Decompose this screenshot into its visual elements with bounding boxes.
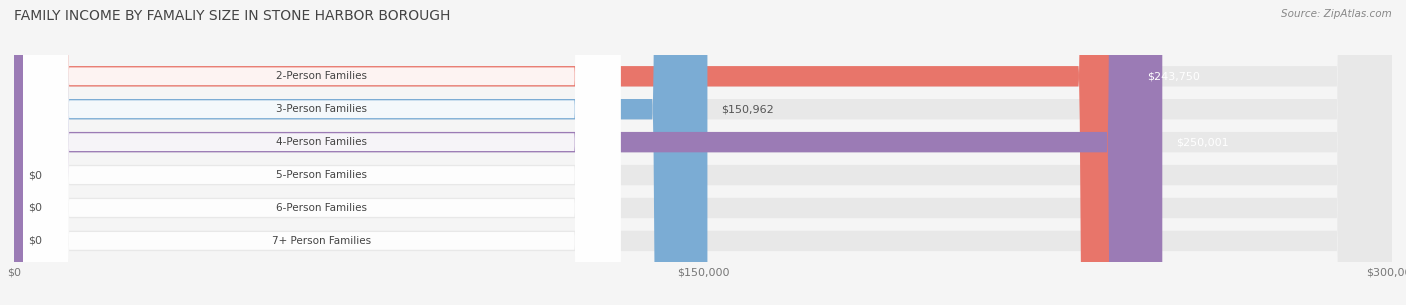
Text: $250,001: $250,001 <box>1175 137 1229 147</box>
Text: $0: $0 <box>28 236 42 246</box>
FancyBboxPatch shape <box>24 0 620 305</box>
Text: 4-Person Families: 4-Person Families <box>277 137 367 147</box>
FancyBboxPatch shape <box>14 0 707 305</box>
FancyBboxPatch shape <box>14 0 1392 305</box>
Text: 7+ Person Families: 7+ Person Families <box>273 236 371 246</box>
Text: FAMILY INCOME BY FAMALIY SIZE IN STONE HARBOR BOROUGH: FAMILY INCOME BY FAMALIY SIZE IN STONE H… <box>14 9 450 23</box>
FancyBboxPatch shape <box>14 0 1133 305</box>
FancyBboxPatch shape <box>24 0 620 305</box>
FancyBboxPatch shape <box>24 0 620 305</box>
FancyBboxPatch shape <box>24 0 620 305</box>
FancyBboxPatch shape <box>14 0 1163 305</box>
Text: 5-Person Families: 5-Person Families <box>277 170 367 180</box>
FancyBboxPatch shape <box>14 0 1392 305</box>
Text: $243,750: $243,750 <box>1147 71 1201 81</box>
FancyBboxPatch shape <box>14 0 1392 305</box>
FancyBboxPatch shape <box>24 0 620 305</box>
Text: 6-Person Families: 6-Person Families <box>277 203 367 213</box>
Text: $0: $0 <box>28 203 42 213</box>
Text: Source: ZipAtlas.com: Source: ZipAtlas.com <box>1281 9 1392 19</box>
FancyBboxPatch shape <box>14 0 1392 305</box>
Text: 3-Person Families: 3-Person Families <box>277 104 367 114</box>
FancyBboxPatch shape <box>14 0 1392 305</box>
Text: 2-Person Families: 2-Person Families <box>277 71 367 81</box>
FancyBboxPatch shape <box>14 0 1392 305</box>
FancyBboxPatch shape <box>24 0 620 305</box>
Text: $150,962: $150,962 <box>721 104 773 114</box>
Text: $0: $0 <box>28 170 42 180</box>
